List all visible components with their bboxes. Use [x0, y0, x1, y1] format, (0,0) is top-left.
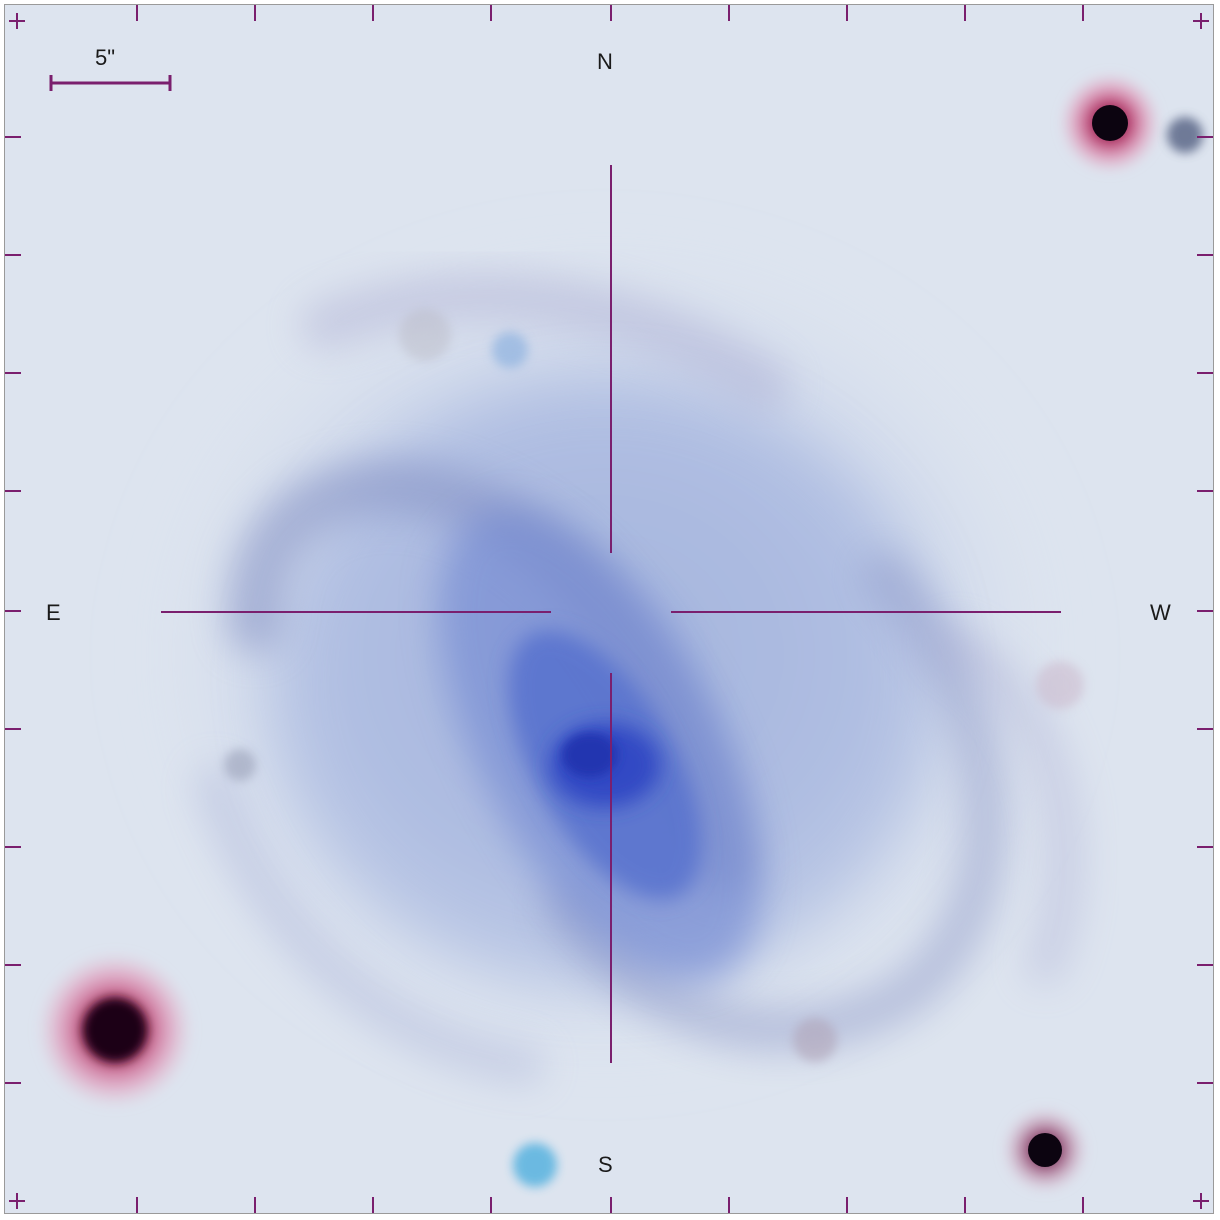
sky-image: [5, 5, 1213, 1213]
frame-ticks: [5, 5, 1213, 1213]
corner-marks: [9, 13, 1209, 1209]
crosshair: [161, 165, 1061, 1063]
scale-bar-label: 5": [95, 45, 116, 70]
galaxy-core: [550, 723, 660, 807]
scale-bar: [49, 75, 172, 91]
compass-east-label: E: [46, 600, 61, 625]
bright-star-bottom-right: [1000, 1105, 1090, 1195]
faint-sources: [224, 309, 1084, 1187]
compass-north-label: N: [597, 49, 613, 74]
compass-west-label: W: [1150, 600, 1171, 625]
overlay: [5, 5, 1213, 1213]
sky-image-viewer: 5" N S E W: [4, 4, 1214, 1214]
bright-star-top-right: [1058, 71, 1203, 175]
compass-south-label: S: [598, 1152, 613, 1177]
bright-star-bottom-left: [35, 950, 195, 1110]
